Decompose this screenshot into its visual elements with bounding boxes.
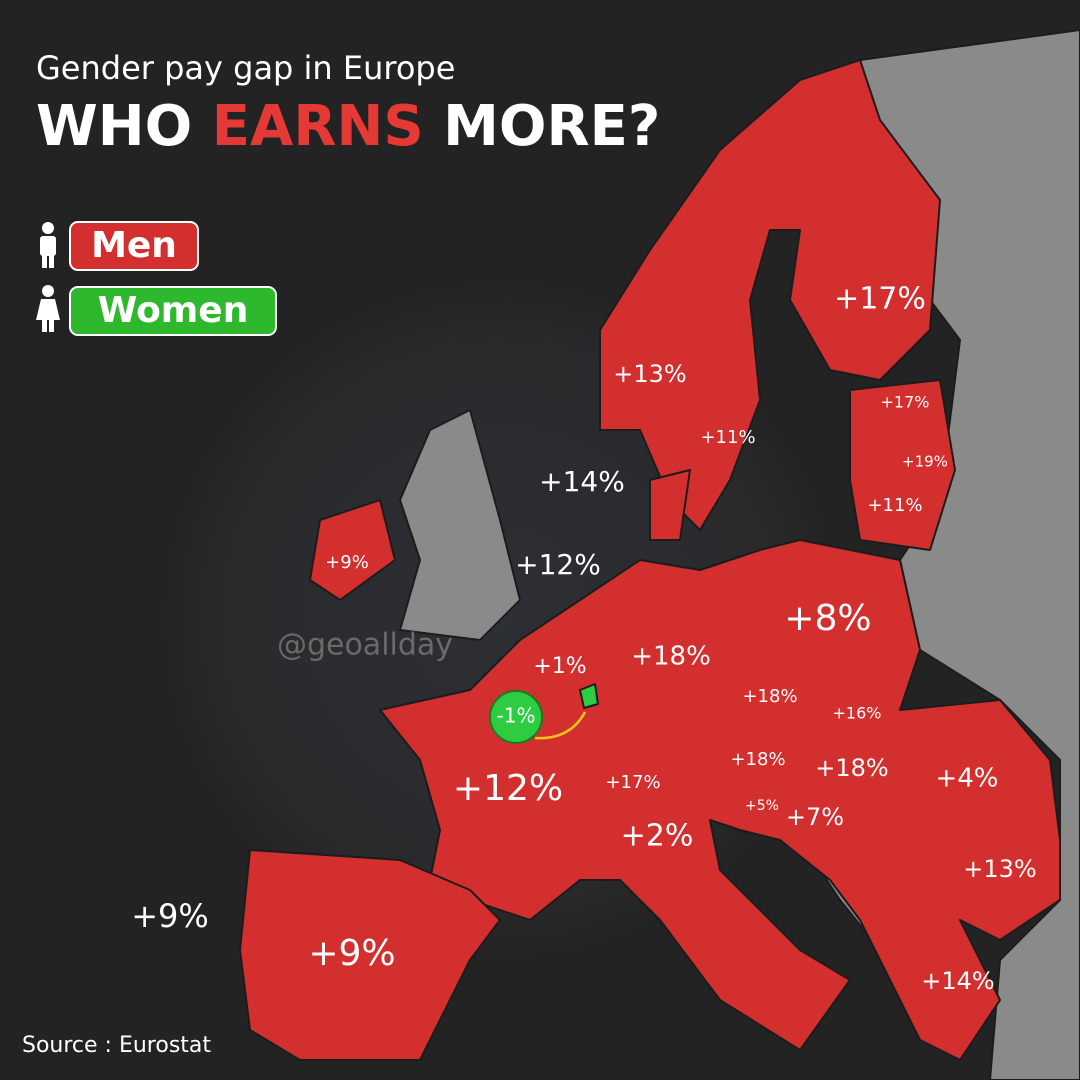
luxembourg xyxy=(579,683,599,709)
woman-icon xyxy=(36,285,60,332)
denmark xyxy=(649,469,691,541)
ireland xyxy=(309,499,396,601)
country-label: +17% xyxy=(881,393,930,412)
country-label: +18% xyxy=(742,686,797,707)
iberia xyxy=(239,849,501,1061)
labels: +17% +13% +11% +17% +19% +11% +14% +12% +9% +8% +1… xyxy=(131,282,1037,996)
legend-box-women xyxy=(69,286,277,336)
source: Source : Eurostat xyxy=(22,1033,211,1058)
non-eu-east xyxy=(859,29,1080,1080)
country-label: +5% xyxy=(745,798,779,814)
country-label: +12% xyxy=(515,548,601,581)
highlight-circle xyxy=(489,690,543,744)
headline-word: MORE? xyxy=(443,94,660,159)
country-label: +17% xyxy=(605,772,660,793)
countries xyxy=(239,29,1080,1080)
country-label: +8% xyxy=(784,598,871,639)
country-label: +12% xyxy=(453,768,563,809)
country-label: +9% xyxy=(325,552,369,573)
country-label: +16% xyxy=(833,704,882,723)
legend-label: Men xyxy=(91,225,177,266)
country-label: +19% xyxy=(902,453,948,471)
country-label: +4% xyxy=(935,764,998,794)
country-label: +2% xyxy=(621,819,694,854)
country-label: +18% xyxy=(730,749,785,770)
country-label: +11% xyxy=(867,495,922,516)
headline-word: EARNS xyxy=(212,94,424,159)
baltics xyxy=(849,379,956,551)
legend-label: Women xyxy=(98,290,249,331)
headline: WHO EARNS MORE? xyxy=(36,94,660,159)
country-label: +13% xyxy=(963,855,1036,883)
arrow xyxy=(534,711,587,740)
country-label: +18% xyxy=(631,642,711,672)
country-label: +11% xyxy=(700,427,755,448)
watermark: @geoallday xyxy=(277,628,453,663)
continental-eu xyxy=(379,539,1061,1061)
country-label: +9% xyxy=(308,933,395,974)
country-label: -1% xyxy=(497,704,536,728)
headline-word: WHO xyxy=(36,94,192,159)
country-label: +14% xyxy=(921,967,994,995)
country-label: +17% xyxy=(834,282,926,317)
uk xyxy=(399,409,521,641)
man-icon xyxy=(40,222,56,268)
country-label: +1% xyxy=(533,654,586,679)
country-label: +9% xyxy=(131,897,209,935)
legend-box-men xyxy=(69,221,199,271)
country-label: +14% xyxy=(539,465,625,498)
country-label: +13% xyxy=(613,360,686,388)
subtitle: Gender pay gap in Europe xyxy=(36,49,455,87)
country-label: +18% xyxy=(815,754,888,782)
country-label: +7% xyxy=(786,803,844,831)
